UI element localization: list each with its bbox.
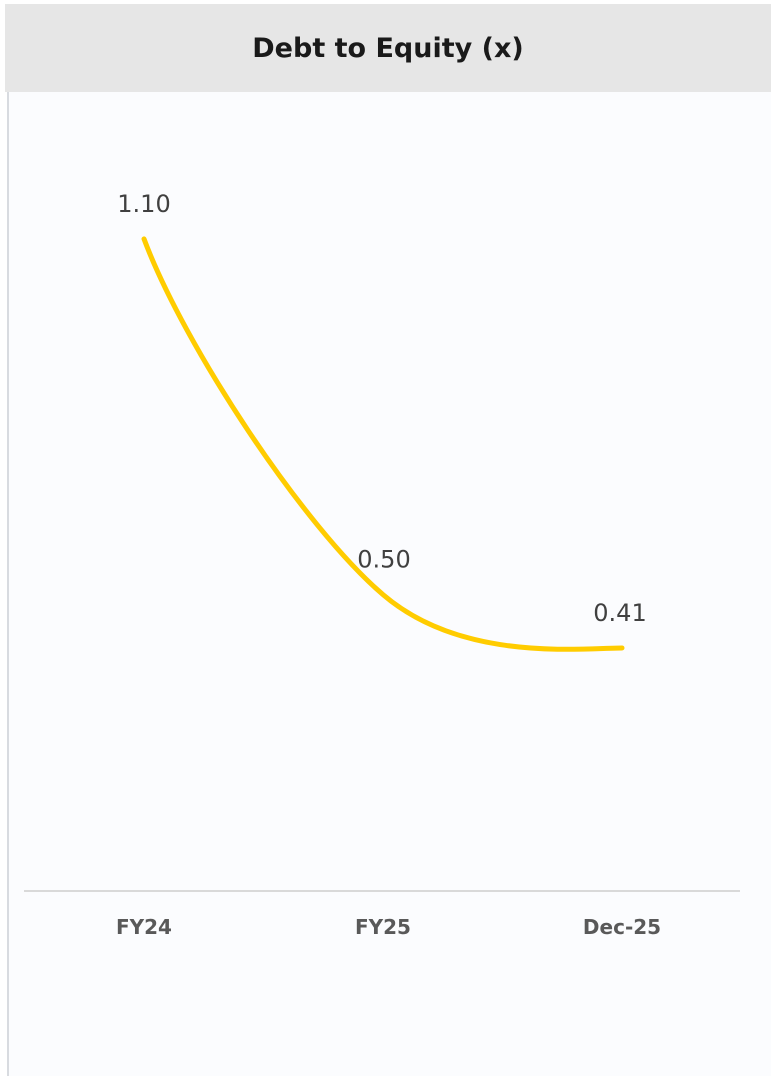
data-label-fy24: 1.10 [117,190,170,218]
x-axis-tick-labels: FY24 FY25 Dec-25 [116,915,661,939]
x-tick-label-fy25: FY25 [355,915,411,939]
chart-panel [7,92,771,1076]
series-line-debt-to-equity [141,236,625,652]
data-label-dec-25: 0.41 [593,599,646,627]
x-tick-label-dec-25: Dec-25 [583,915,661,939]
data-label-fy25: 0.50 [357,546,410,574]
chart-title: Debt to Equity (x) [252,32,524,64]
data-labels: 1.10 0.50 0.41 [117,190,646,627]
x-tick-label-fy24: FY24 [116,915,172,939]
chart-header: Debt to Equity (x) [5,4,771,92]
